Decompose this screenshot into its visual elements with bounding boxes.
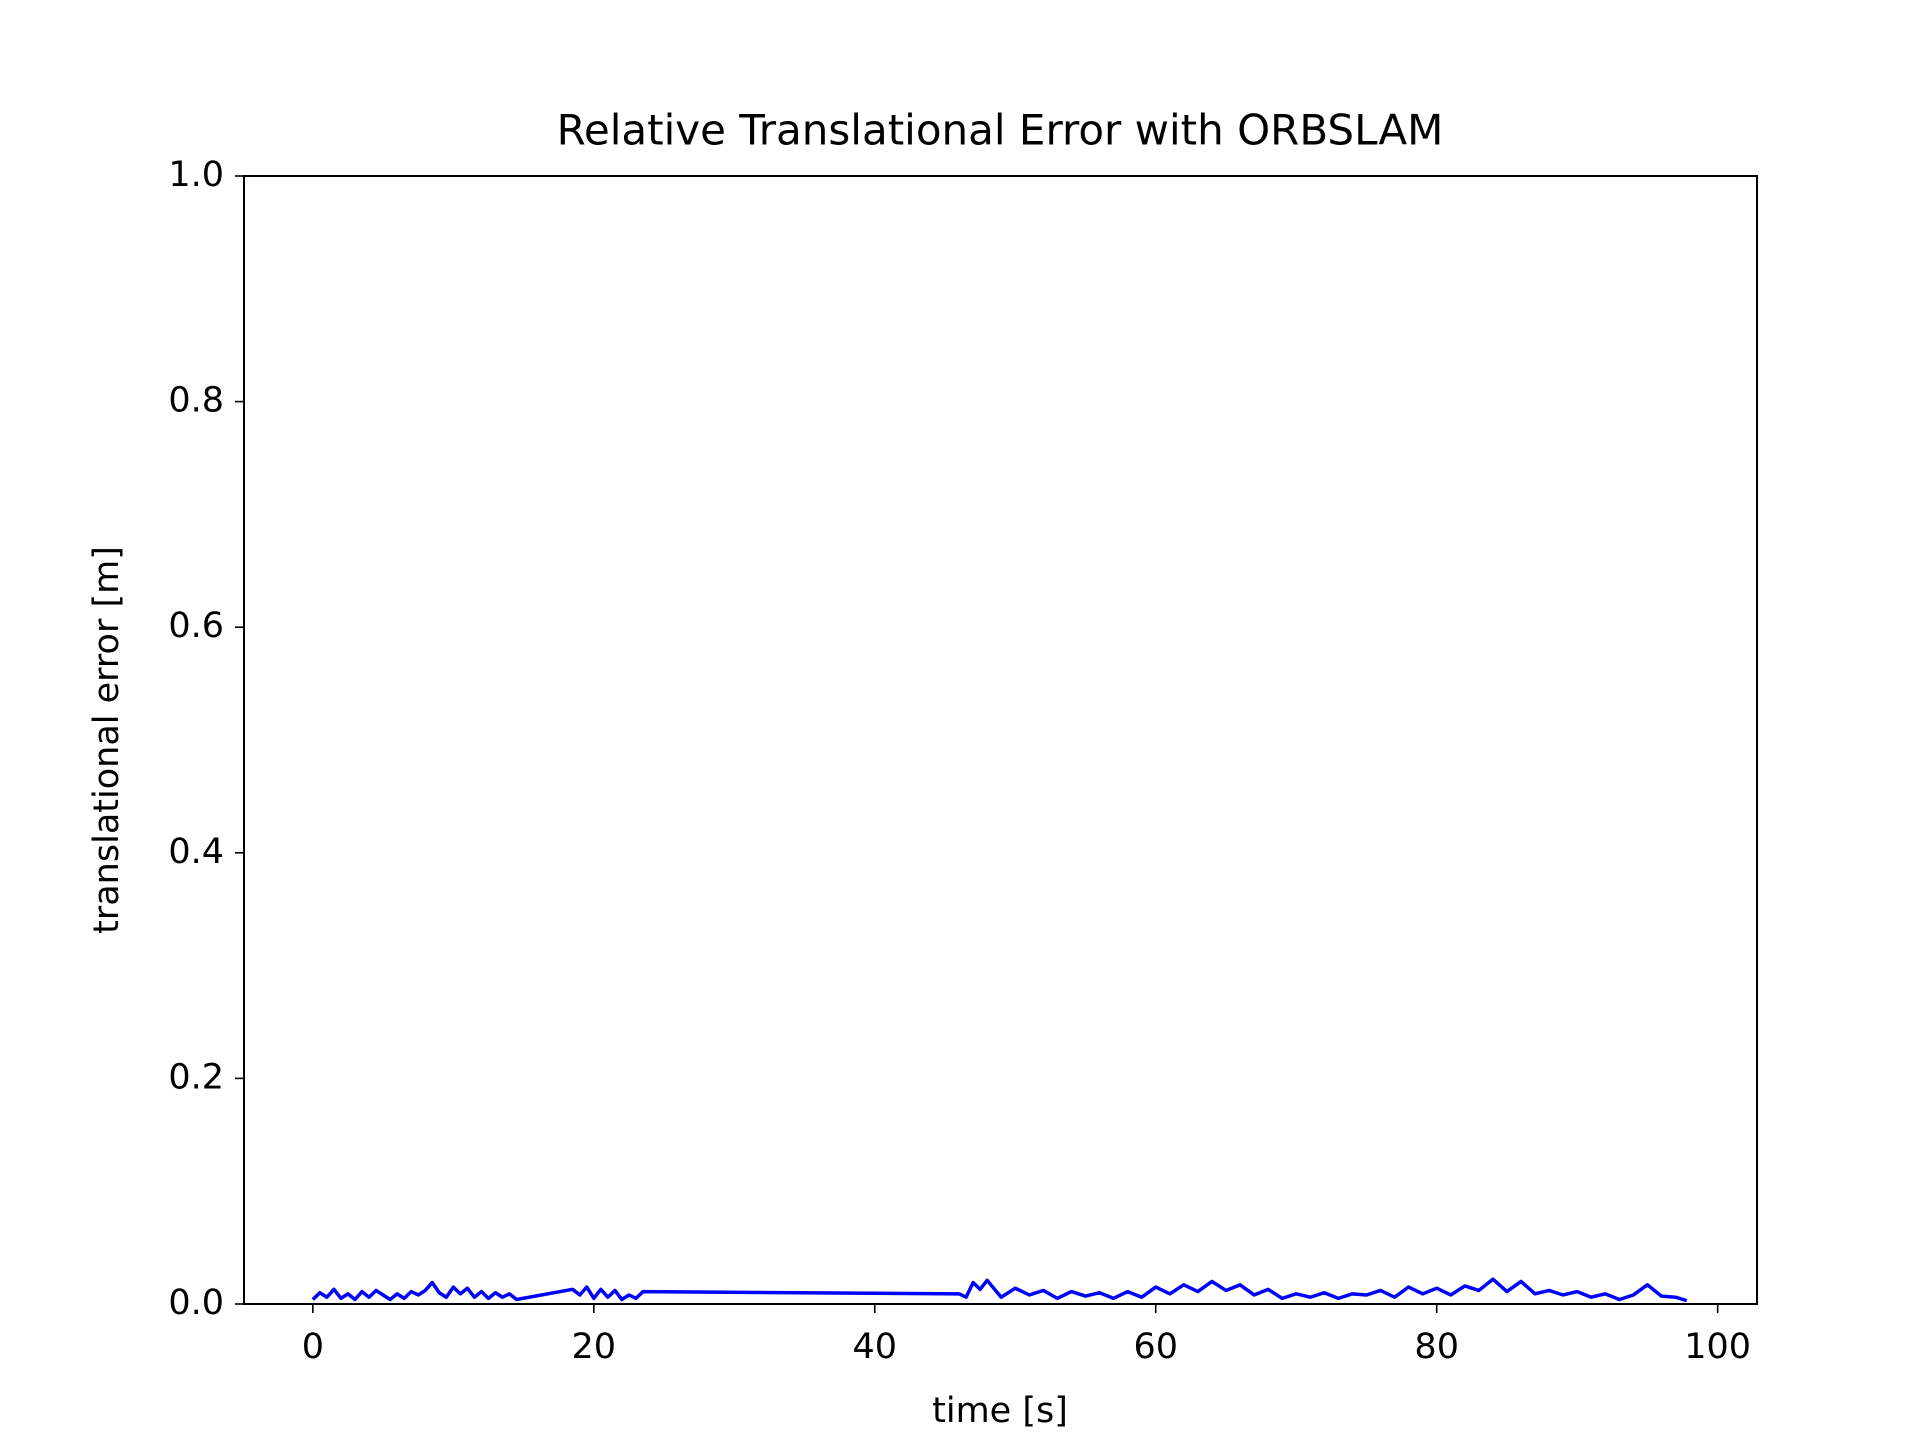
y-tick-label: 0.0	[168, 1283, 224, 1323]
x-tick-label: 80	[1414, 1327, 1459, 1367]
y-tick-label: 0.6	[168, 606, 224, 646]
x-axis-label: time [s]	[932, 1391, 1068, 1431]
y-tick-label: 0.8	[168, 381, 224, 421]
y-tick-label: 1.0	[168, 155, 224, 195]
x-tick-label: 40	[852, 1327, 897, 1367]
x-tick-label: 20	[572, 1327, 617, 1367]
x-tick-label: 0	[302, 1327, 324, 1367]
data-line	[311, 1277, 1688, 1303]
y-tick-label: 0.2	[168, 1057, 224, 1097]
x-tick-label: 100	[1684, 1327, 1751, 1367]
chart-title: Relative Translational Error with ORBSLA…	[557, 106, 1444, 155]
y-axis-label: translational error [m]	[87, 546, 127, 934]
y-tick-label: 0.4	[168, 832, 224, 872]
x-tick-label: 60	[1133, 1327, 1178, 1367]
plot-frame	[243, 175, 1758, 1305]
